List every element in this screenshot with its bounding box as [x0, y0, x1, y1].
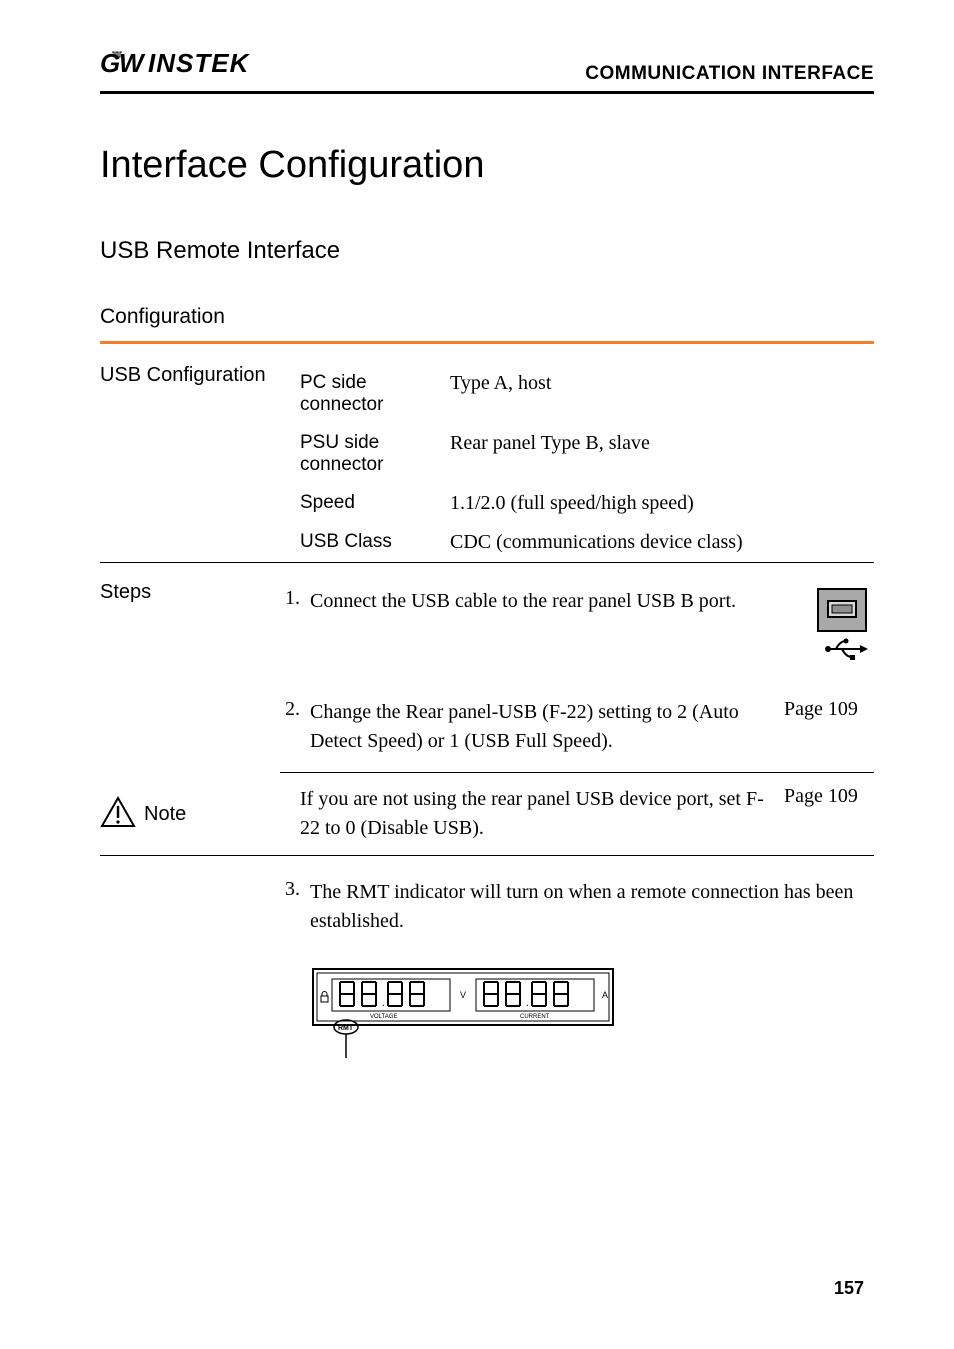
config-row: PSU side connector Rear panel Type B, sl…: [300, 424, 874, 484]
config-val: Rear panel Type B, slave: [450, 432, 874, 476]
logo: G W INSTEK: [100, 50, 250, 85]
usb-config-label: USB Configuration: [100, 364, 300, 562]
section-title: Configuration: [100, 305, 874, 329]
step-row: 1. Connect the USB cable to the rear pan…: [280, 581, 874, 692]
page-ref: Page 109: [784, 698, 874, 721]
note-text: If you are not using the rear panel USB …: [300, 785, 784, 843]
svg-text:W: W: [119, 50, 146, 78]
config-val: CDC (communications device class): [450, 531, 874, 554]
warning-icon: [100, 796, 136, 833]
orange-divider: [100, 341, 874, 344]
usb-config-block: USB Configuration PC side connector Type…: [100, 364, 874, 562]
svg-text:.: .: [526, 998, 529, 1009]
svg-text:.: .: [382, 998, 385, 1009]
page-ref: Page 109: [784, 785, 874, 843]
config-row: USB Class CDC (communications device cla…: [300, 523, 874, 562]
step-row: 3. The RMT indicator will turn on when a…: [280, 872, 874, 956]
page-header: G W INSTEK COMMUNICATION INTERFACE: [100, 50, 874, 94]
step-row: 2. Change the Rear panel-USB (F-22) sett…: [280, 692, 874, 773]
steps-block: Steps 1. Connect the USB cable to the re…: [100, 581, 874, 773]
config-row: Speed 1.1/2.0 (full speed/high speed): [300, 484, 874, 523]
steps-label: Steps: [100, 581, 280, 773]
step-text: Connect the USB cable to the rear panel …: [310, 587, 804, 616]
config-val: Type A, host: [450, 372, 874, 416]
v-unit: V: [460, 990, 466, 1000]
display-panel-graphic: . . V A VOLTAGE CURRENT: [310, 966, 874, 1071]
header-section-title: COMMUNICATION INTERFACE: [585, 63, 874, 85]
config-key: USB Class: [300, 531, 450, 554]
config-key: PC side connector: [300, 372, 450, 416]
usb-port-icon: [814, 587, 874, 672]
step-number: 3.: [280, 878, 300, 901]
a-unit: A: [602, 990, 608, 1000]
step-number: 1.: [280, 587, 300, 610]
thin-divider: [100, 562, 874, 563]
step-text: The RMT indicator will turn on when a re…: [310, 878, 874, 936]
svg-text:INSTEK: INSTEK: [148, 50, 250, 78]
step-text: Change the Rear panel-USB (F-22) setting…: [310, 698, 774, 756]
current-label: CURRENT: [520, 1014, 550, 1020]
note-row: Note If you are not using the rear panel…: [100, 773, 874, 856]
page-number: 157: [834, 1278, 864, 1299]
config-key: PSU side connector: [300, 432, 450, 476]
step3-block: 3. The RMT indicator will turn on when a…: [100, 872, 874, 1071]
step-number: 2.: [280, 698, 300, 721]
rmt-label: RMT: [338, 1025, 354, 1032]
config-val: 1.1/2.0 (full speed/high speed): [450, 492, 874, 515]
main-title: Interface Configuration: [100, 144, 874, 187]
sub-title: USB Remote Interface: [100, 237, 874, 265]
note-label: Note: [144, 803, 186, 826]
config-key: Speed: [300, 492, 450, 515]
config-row: PC side connector Type A, host: [300, 364, 874, 424]
voltage-label: VOLTAGE: [370, 1014, 397, 1020]
